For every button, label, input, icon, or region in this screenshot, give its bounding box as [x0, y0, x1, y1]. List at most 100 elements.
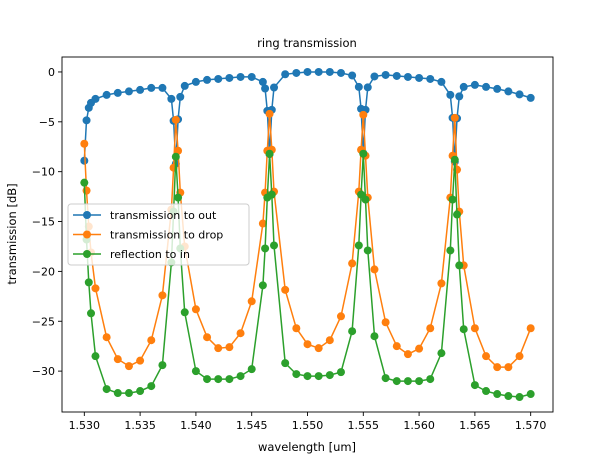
data-point — [136, 85, 145, 94]
data-point — [446, 246, 455, 255]
data-point — [336, 312, 345, 321]
data-point — [482, 352, 491, 361]
data-point — [325, 336, 334, 345]
data-point — [493, 363, 502, 372]
y-tick-label: −15 — [32, 216, 55, 229]
x-tick-label: 1.570 — [515, 419, 547, 432]
y-tick-label: −5 — [39, 116, 55, 129]
data-point — [370, 72, 379, 81]
y-tick-label: −25 — [32, 315, 55, 328]
data-point — [336, 368, 345, 377]
data-point — [171, 115, 180, 124]
data-point — [203, 75, 212, 84]
data-point — [437, 279, 446, 288]
data-point — [247, 72, 256, 81]
data-point — [470, 80, 479, 89]
data-point — [281, 70, 290, 79]
data-point — [261, 244, 270, 253]
data-point — [415, 73, 424, 82]
data-point — [174, 193, 183, 202]
data-point — [167, 94, 176, 103]
data-point — [136, 387, 145, 396]
data-point — [515, 393, 524, 402]
data-point — [415, 377, 424, 386]
series-2 — [80, 149, 535, 402]
data-point — [526, 324, 535, 333]
data-point — [426, 324, 435, 333]
data-point — [82, 186, 91, 195]
data-point — [158, 361, 167, 370]
data-point — [504, 87, 513, 96]
legend-entry: transmission to out — [73, 209, 217, 222]
data-point — [258, 77, 267, 86]
data-point — [453, 210, 462, 219]
data-point — [459, 82, 468, 91]
data-point — [84, 278, 93, 287]
data-point — [225, 375, 234, 384]
data-point — [176, 92, 185, 101]
data-point — [147, 336, 156, 345]
data-point — [381, 70, 390, 79]
data-point — [303, 340, 312, 349]
legend-entry: transmission to drop — [73, 229, 223, 242]
data-point — [80, 156, 89, 165]
plot-area — [80, 67, 535, 402]
data-point — [359, 110, 368, 119]
data-point — [392, 342, 401, 351]
data-point — [203, 333, 212, 342]
data-point — [361, 195, 370, 204]
y-tick-label: −30 — [32, 365, 55, 378]
legend-label: transmission to drop — [110, 229, 223, 242]
data-point — [526, 390, 535, 399]
data-point — [303, 67, 312, 76]
data-point — [91, 352, 100, 361]
data-point — [450, 113, 459, 122]
data-point — [80, 139, 89, 148]
x-tick-label: 1.550 — [292, 419, 324, 432]
legend-box — [67, 203, 250, 266]
data-point — [247, 365, 256, 374]
data-point — [348, 71, 357, 80]
data-point — [448, 195, 457, 204]
data-point — [91, 284, 100, 293]
data-point — [354, 82, 363, 91]
data-point — [113, 389, 122, 398]
data-point — [267, 190, 276, 199]
series-1 — [80, 109, 535, 372]
data-point — [370, 265, 379, 274]
data-point — [426, 375, 435, 384]
y-tick-label: −20 — [32, 265, 55, 278]
data-point — [504, 363, 513, 372]
data-point — [124, 87, 133, 96]
data-point — [336, 68, 345, 77]
data-point — [225, 73, 234, 82]
x-tick-label: 1.530 — [69, 419, 101, 432]
data-point — [180, 308, 189, 317]
data-point — [258, 281, 267, 290]
data-point — [136, 356, 145, 365]
data-point — [270, 83, 279, 92]
data-point — [292, 68, 301, 77]
data-point — [281, 359, 290, 368]
data-point — [292, 324, 301, 333]
data-point — [363, 246, 372, 255]
data-point — [258, 219, 267, 228]
data-point — [261, 84, 270, 93]
legend-marker — [83, 250, 91, 258]
data-point — [303, 372, 312, 381]
data-point — [459, 325, 468, 334]
data-point — [455, 92, 464, 101]
data-point — [354, 241, 363, 250]
data-point — [446, 90, 455, 99]
data-point — [171, 152, 180, 161]
data-point — [113, 355, 122, 364]
data-point — [470, 324, 479, 333]
data-point — [102, 385, 111, 394]
y-axis-label: transmission [dB] — [5, 183, 19, 284]
data-point — [236, 372, 245, 381]
data-point — [124, 362, 133, 371]
data-point — [348, 327, 357, 336]
data-point — [82, 116, 91, 125]
data-point — [124, 389, 133, 398]
